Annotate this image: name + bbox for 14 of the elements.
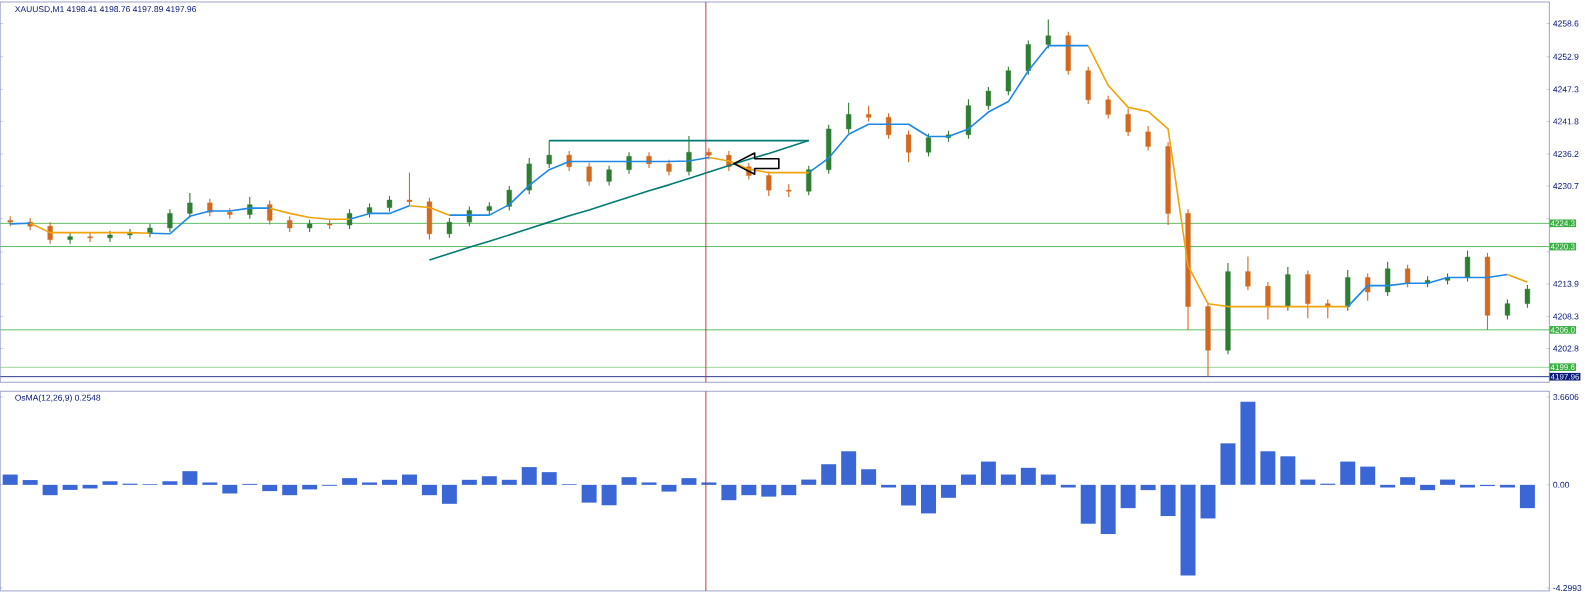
y-tick-label: -4.2993 (1553, 585, 1582, 592)
y-tick-label: 4208.3 (1553, 313, 1579, 320)
y-tick-label: 4230.7 (1553, 183, 1579, 190)
y-tick-label: 4252.9 (1553, 53, 1579, 60)
y-tick-label: 3.6606 (1553, 394, 1579, 401)
y-tick-label: 4213.9 (1553, 280, 1579, 287)
chart-title: XAUUSD,M1 4198.41 4198.76 4197.89 4197.96 (14, 6, 197, 14)
y-tick-label: 4236.2 (1553, 151, 1579, 158)
y-tick-label: 4258.6 (1553, 20, 1579, 27)
y-tick-label: 0.00 (1553, 481, 1570, 488)
y-tick-label: 4202.8 (1553, 345, 1579, 352)
y-tick-label: 4247.3 (1553, 86, 1579, 93)
chart-title: OsMA(12,26,9) 0.2548 (15, 394, 101, 403)
y-tick-label: 4241.8 (1553, 118, 1579, 125)
